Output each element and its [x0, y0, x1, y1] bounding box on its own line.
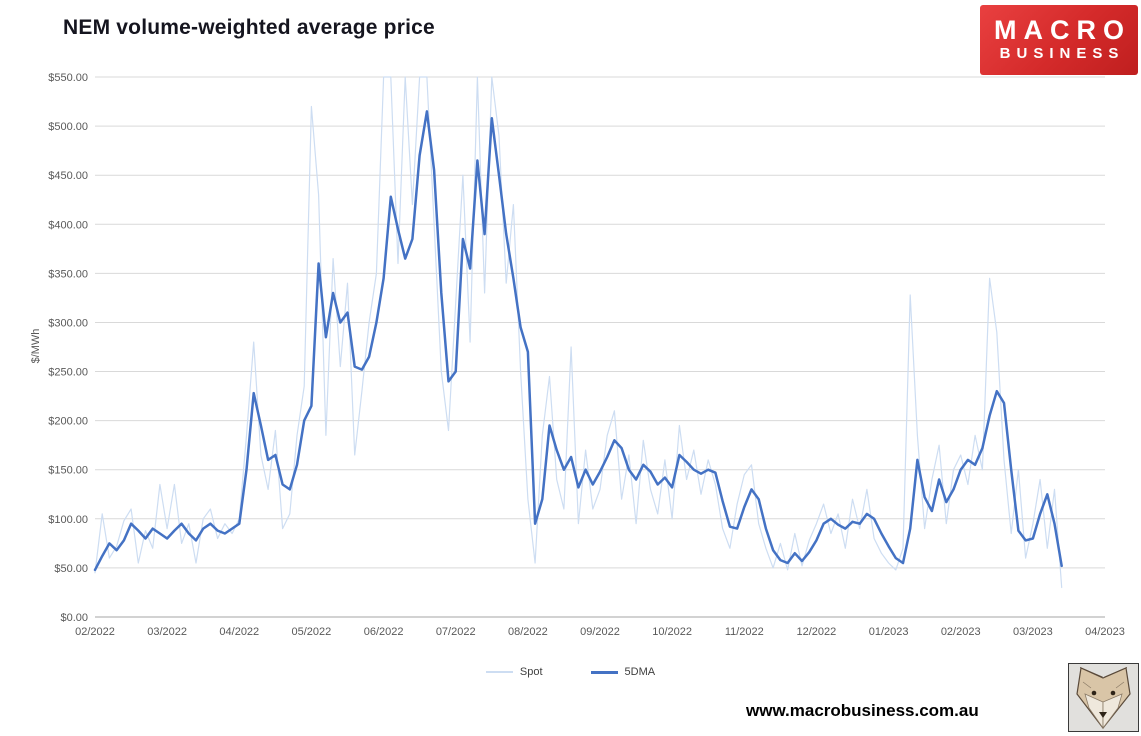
- y-tick-label: $550.00: [48, 72, 88, 84]
- series-line-5DMA: [93, 110, 1063, 572]
- y-tick-label: $0.00: [60, 612, 88, 624]
- x-tick-label: 04/2023: [1085, 626, 1125, 638]
- x-tick-label: 01/2023: [869, 626, 909, 638]
- x-tick-label: 10/2022: [652, 626, 692, 638]
- x-tick-label: 12/2022: [797, 626, 837, 638]
- legend-item-5dma: 5DMA: [590, 666, 656, 678]
- 5dma-line-swatch: [590, 670, 618, 674]
- legend-label-5dma: 5DMA: [624, 666, 656, 678]
- macrobusiness-logo: MACRO BUSINESS: [980, 5, 1138, 75]
- website-url: www.macrobusiness.com.au: [746, 701, 979, 720]
- y-tick-label: $450.00: [48, 170, 88, 182]
- y-tick-label: $100.00: [48, 514, 88, 526]
- chart-legend: Spot 5DMA: [0, 666, 1141, 678]
- x-tick-label: 02/2022: [75, 626, 115, 638]
- x-tick-label: 04/2022: [219, 626, 259, 638]
- x-tick-label: 08/2022: [508, 626, 548, 638]
- x-tick-label: 03/2022: [147, 626, 187, 638]
- logo-text-business: BUSINESS: [999, 45, 1125, 63]
- x-tick-label: 02/2023: [941, 626, 981, 638]
- series-line-Spot: [94, 76, 1063, 589]
- x-tick-label: 07/2022: [436, 626, 476, 638]
- x-tick-label: 05/2022: [292, 626, 332, 638]
- y-tick-label: $500.00: [48, 121, 88, 133]
- y-tick-label: $50.00: [54, 563, 88, 575]
- y-tick-label: $400.00: [48, 219, 88, 231]
- fox-logo-image: [1068, 663, 1139, 732]
- x-tick-label: 06/2022: [364, 626, 404, 638]
- spot-line-swatch: [485, 671, 513, 673]
- logo-text-macro: MACRO: [994, 15, 1131, 46]
- x-tick-label: 11/2022: [725, 626, 764, 638]
- x-tick-label: 03/2023: [1013, 626, 1053, 638]
- y-tick-label: $200.00: [48, 416, 88, 428]
- y-tick-label: $350.00: [48, 268, 88, 280]
- y-tick-label: $250.00: [48, 367, 88, 379]
- x-tick-label: 09/2022: [580, 626, 620, 638]
- legend-label-spot: Spot: [519, 666, 543, 678]
- legend-item-spot: Spot: [485, 666, 543, 678]
- price-line-chart: $0.00 $50.00 $100.00 $150.00 $200.00 $250.00 $…: [48, 72, 1125, 638]
- y-tick-label: $150.00: [48, 465, 88, 477]
- fox-sketch-icon: [1069, 664, 1138, 731]
- y-tick-label: $300.00: [48, 318, 88, 330]
- chart-title: NEM volume-weighted average price: [63, 16, 435, 39]
